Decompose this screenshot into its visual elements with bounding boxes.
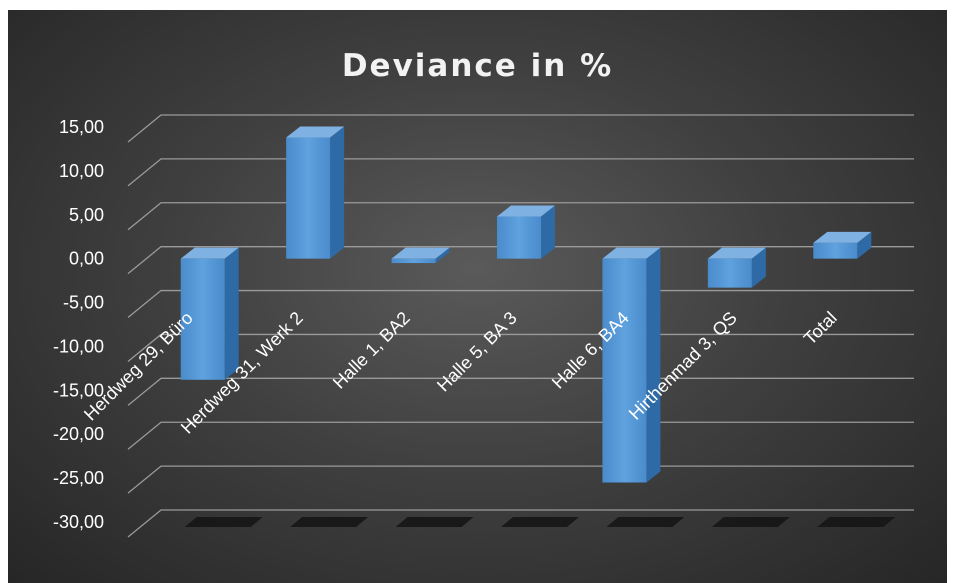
y-tick-label: 15,00 xyxy=(59,117,104,137)
category-label: Total xyxy=(800,308,841,349)
floor-shadow xyxy=(395,517,474,527)
gridline xyxy=(127,509,914,538)
bar-6 xyxy=(813,231,872,259)
floor-shadow xyxy=(711,517,790,527)
bar-front xyxy=(180,258,225,380)
bar-top xyxy=(707,247,766,259)
y-tick-label: -15,00 xyxy=(53,380,104,400)
floor-shadow xyxy=(817,517,896,527)
floor-shadow xyxy=(606,517,685,527)
bar-5 xyxy=(707,247,766,288)
bar-side xyxy=(541,205,555,259)
floor-shadow xyxy=(501,517,579,527)
gridline xyxy=(127,289,914,319)
y-tick-label: -20,00 xyxy=(53,424,104,444)
bar-side xyxy=(330,126,345,259)
bar-0 xyxy=(180,247,239,380)
y-tick-label: -25,00 xyxy=(53,468,104,488)
bar-top xyxy=(391,247,450,259)
gridline xyxy=(127,465,914,494)
gridline xyxy=(127,377,914,406)
bar-front xyxy=(707,258,752,288)
gridline xyxy=(127,158,914,187)
bar-front xyxy=(391,258,436,264)
gridline xyxy=(127,202,914,231)
bar-4 xyxy=(602,247,661,483)
y-tick-label: 0,00 xyxy=(69,249,104,269)
gridline xyxy=(127,114,914,143)
y-tick-label: 5,00 xyxy=(69,205,104,225)
bar-side xyxy=(857,231,872,259)
bar-top xyxy=(602,247,661,259)
y-tick-label: 10,00 xyxy=(59,161,104,181)
y-tick-label: -10,00 xyxy=(53,336,104,356)
category-label: Halle 1, BA2 xyxy=(329,308,414,393)
bar-side xyxy=(224,247,239,380)
gridline xyxy=(127,333,914,362)
bar-front xyxy=(497,216,541,259)
bar-1 xyxy=(286,126,345,259)
bar-top xyxy=(286,126,345,138)
floor-shadow xyxy=(290,517,369,527)
bar-front xyxy=(602,258,647,483)
floor-shadow xyxy=(184,517,263,527)
category-label: Halle 5, BA 3 xyxy=(433,308,521,396)
bar-3 xyxy=(497,205,555,259)
y-tick-label: -30,00 xyxy=(53,512,104,532)
bar-front xyxy=(813,242,858,259)
category-label: Herdweg 29, Büro xyxy=(80,308,197,425)
gridline xyxy=(127,246,914,275)
bar-side xyxy=(751,247,766,288)
bar-side xyxy=(646,247,661,483)
bar-2 xyxy=(391,247,450,264)
y-tick-label: -5,00 xyxy=(63,293,104,313)
bar-top xyxy=(813,231,872,243)
chart-title: Deviance in % xyxy=(341,48,614,84)
bar-side xyxy=(435,247,450,264)
bar-top xyxy=(497,205,555,217)
chart-plot: 15,00 10,00 5,00 0,00 -5,00 -10,00 -15,00 -20,0… xyxy=(53,114,914,538)
chart-area: Deviance in % 15,00 10,00 5,00 0,00 -5,00 -10… xyxy=(8,10,947,583)
bar-front xyxy=(286,137,331,259)
gridline xyxy=(127,421,914,450)
bar-top xyxy=(180,247,239,259)
